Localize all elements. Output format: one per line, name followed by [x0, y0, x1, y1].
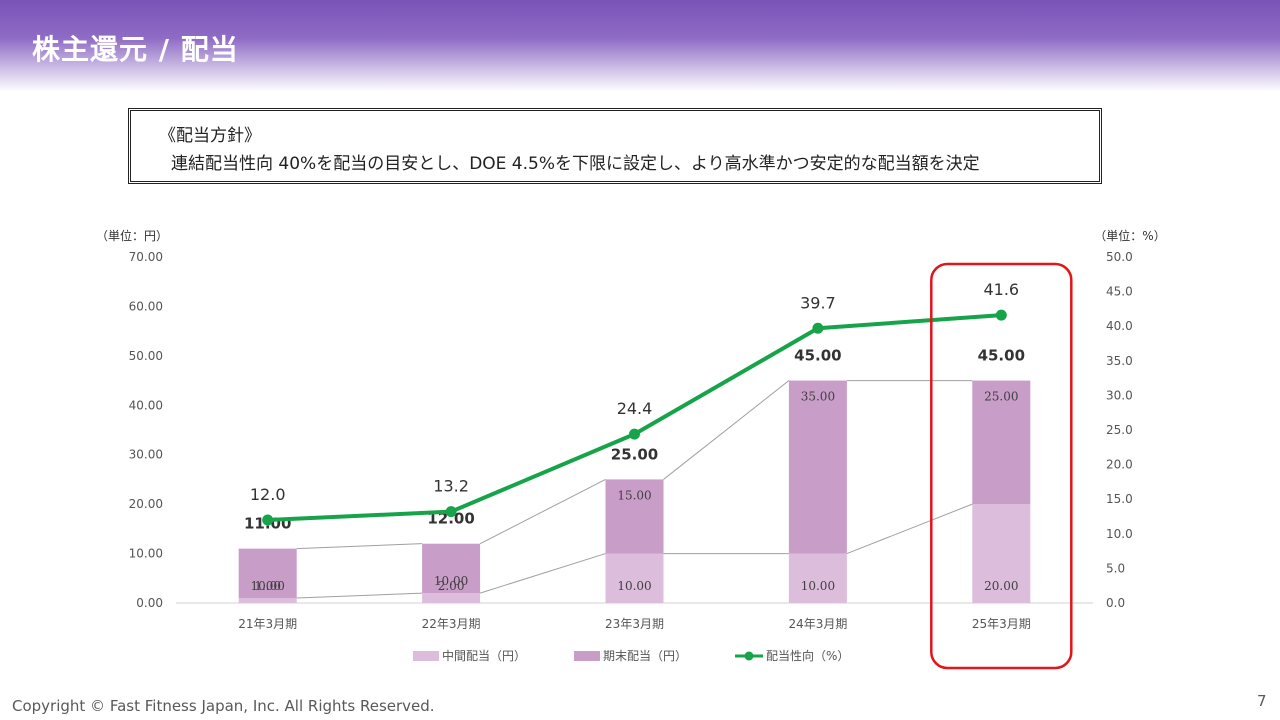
policy-heading: 《配当方針》: [159, 126, 261, 146]
y-right-tick: 5.0: [1106, 561, 1125, 575]
page-number: 7: [1257, 692, 1267, 710]
payout-ratio-point: [262, 514, 274, 526]
y-right-tick: 30.0: [1106, 388, 1133, 402]
copyright: Copyright © Fast Fitness Japan, Inc. All…: [12, 697, 435, 715]
series-connector-line: [479, 553, 606, 594]
legend-marker-payout: [744, 651, 754, 661]
series-connector-line: [663, 380, 790, 480]
bar-value-label-year-end: 10.00: [251, 579, 285, 593]
x-tick-label: 25年3月期: [972, 617, 1031, 631]
bar-total-label: 25.00: [611, 445, 658, 463]
y-left-tick: 70.00: [129, 250, 163, 264]
bar-total-label: 45.00: [978, 347, 1025, 365]
bar-interim-dividend: [788, 553, 847, 603]
y-right-tick: 15.0: [1106, 492, 1133, 506]
payout-ratio-point: [445, 506, 457, 518]
y-left-tick: 40.00: [129, 398, 163, 412]
series-connector-line: [479, 478, 606, 545]
payout-ratio-label: 24.4: [617, 399, 653, 418]
bar-value-label-year-end: 10.00: [434, 574, 468, 588]
payout-ratio-label: 41.6: [983, 280, 1019, 299]
highlight-frame: [930, 262, 1073, 670]
x-tick-label: 22年3月期: [422, 617, 481, 631]
y-left-tick: 0.00: [136, 596, 163, 610]
x-tick-label: 23年3月期: [605, 617, 664, 631]
bar-interim-dividend: [605, 553, 664, 603]
y-left-tick: 20.00: [129, 497, 163, 511]
y-right-unit: （単位：%）: [1094, 228, 1165, 243]
bar-value-label-year-end: 35.00: [801, 390, 835, 404]
payout-ratio-label: 39.7: [800, 293, 836, 312]
bar-value-label-interim: 10.00: [801, 579, 835, 593]
bar-year-end-dividend: [788, 380, 847, 554]
bar-year-end-dividend: [422, 543, 481, 594]
bar-value-label-year-end: 15.00: [617, 488, 651, 502]
legend-label-year-end: 期末配当（円）: [603, 649, 687, 663]
y-left-tick: 30.00: [129, 448, 163, 462]
bar-year-end-dividend: [972, 380, 1031, 505]
y-right-tick: 20.0: [1106, 458, 1133, 472]
y-right-tick: 45.0: [1106, 285, 1133, 299]
legend-label-payout: 配当性向（%）: [766, 648, 849, 663]
legend-label-interim: 中間配当（円）: [442, 648, 526, 663]
dividend-policy-box: 《配当方針》 連結配当性向 40%を配当の目安とし、DOE 4.5%を下限に設定…: [128, 108, 1102, 184]
legend-swatch-interim: [413, 651, 439, 661]
page-title: 株主還元 / 配当: [32, 33, 239, 66]
series-connector-line: [296, 592, 423, 599]
bar-year-end-dividend: [605, 479, 664, 554]
y-right-tick: 0.0: [1106, 596, 1125, 610]
y-right-tick: 10.0: [1106, 527, 1133, 541]
y-right-tick: 50.0: [1106, 250, 1133, 264]
bar-value-label-interim: 1.00: [254, 579, 281, 593]
bar-total-label: 45.00: [794, 347, 841, 365]
y-right-tick: 35.0: [1106, 354, 1133, 368]
payout-ratio-point: [995, 309, 1007, 321]
header-bar: [0, 0, 1280, 92]
policy-text: 連結配当性向 40%を配当の目安とし、DOE 4.5%を下限に設定し、より高水準…: [171, 154, 980, 174]
bar-interim-dividend: [422, 593, 481, 603]
series-connector-line: [296, 543, 423, 550]
payout-ratio-label: 12.0: [250, 485, 286, 504]
x-tick-label: 21年3月期: [238, 617, 297, 631]
payout-ratio-label: 13.2: [433, 477, 469, 496]
y-left-tick: 50.00: [129, 349, 163, 363]
bar-value-label-interim: 2.00: [438, 579, 465, 593]
bar-year-end-dividend: [238, 548, 297, 599]
bar-value-label-interim: 20.00: [984, 579, 1018, 593]
y-left-tick: 60.00: [129, 299, 163, 313]
bar-interim-dividend: [238, 598, 297, 603]
payout-ratio-point: [629, 428, 640, 440]
bar-value-label-year-end: 25.00: [984, 390, 1018, 404]
x-tick-label: 24年3月期: [788, 617, 847, 631]
series-connector-line: [846, 503, 973, 555]
legend-swatch-year-end: [574, 651, 600, 661]
payout-ratio-point: [812, 322, 824, 334]
y-right-tick: 25.0: [1106, 423, 1133, 437]
y-left-unit: （単位：円）: [96, 228, 168, 243]
bar-interim-dividend: [972, 504, 1031, 603]
bar-value-label-interim: 10.00: [617, 579, 651, 593]
y-left-tick: 10.00: [129, 547, 163, 561]
y-right-tick: 40.0: [1106, 319, 1133, 333]
